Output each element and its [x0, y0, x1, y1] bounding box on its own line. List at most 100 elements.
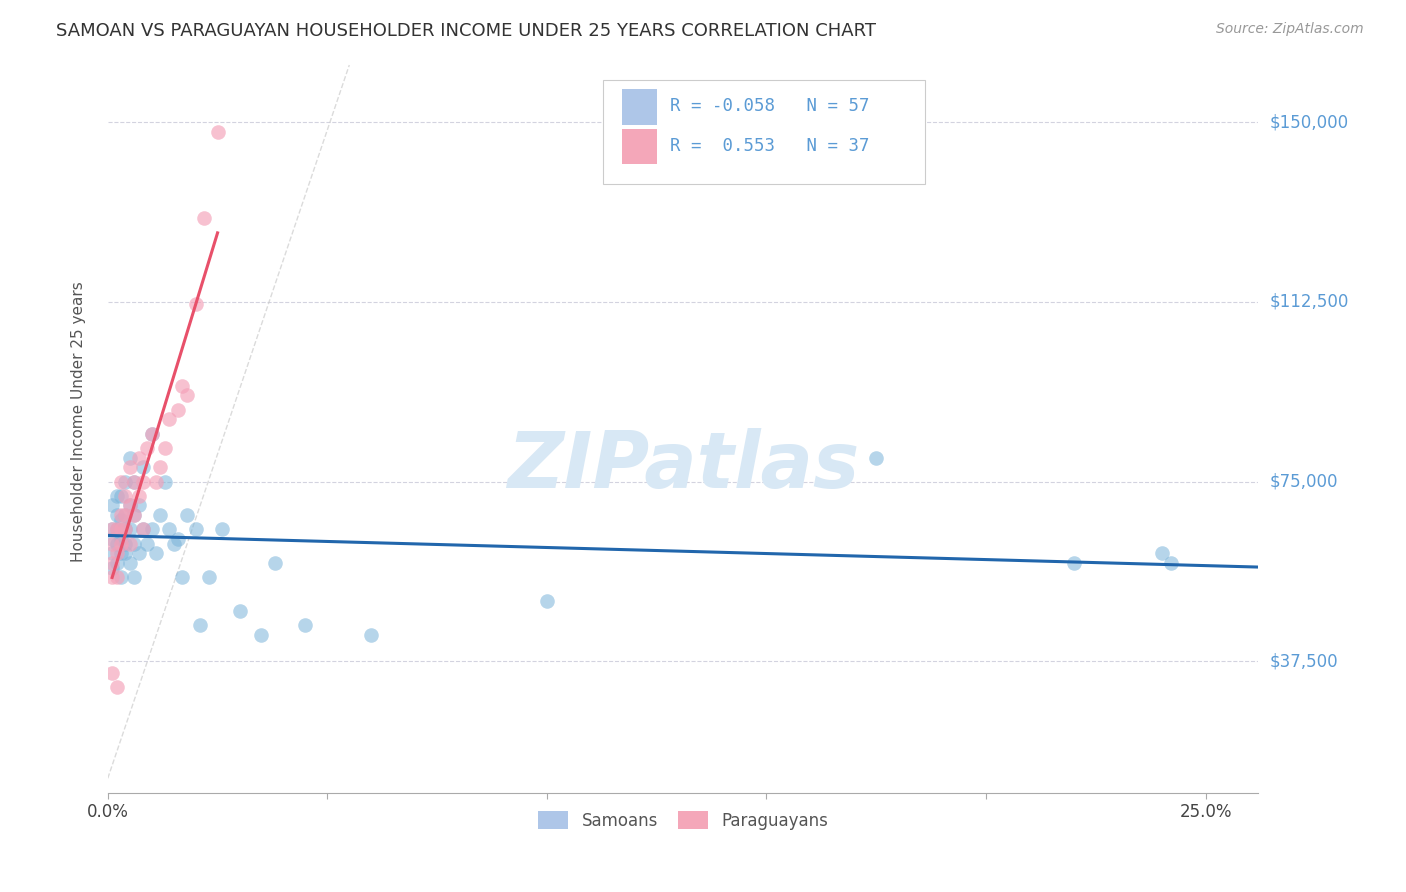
Point	[167, 532, 190, 546]
Point	[128, 489, 150, 503]
Point	[118, 450, 141, 465]
Point	[128, 546, 150, 560]
Point	[132, 475, 155, 489]
Point	[101, 532, 124, 546]
Point	[153, 441, 176, 455]
Point	[122, 508, 145, 522]
Point	[101, 537, 124, 551]
Point	[193, 211, 215, 226]
Point	[1150, 546, 1173, 560]
Point	[188, 618, 211, 632]
Point	[118, 556, 141, 570]
Text: R = -0.058   N = 57: R = -0.058 N = 57	[671, 97, 870, 115]
Point	[105, 537, 128, 551]
Point	[110, 522, 132, 536]
Point	[105, 681, 128, 695]
Point	[157, 412, 180, 426]
Point	[176, 388, 198, 402]
Point	[118, 537, 141, 551]
Point	[118, 460, 141, 475]
Point	[114, 546, 136, 560]
Text: SAMOAN VS PARAGUAYAN HOUSEHOLDER INCOME UNDER 25 YEARS CORRELATION CHART: SAMOAN VS PARAGUAYAN HOUSEHOLDER INCOME …	[56, 22, 876, 40]
Point	[145, 475, 167, 489]
Point	[132, 460, 155, 475]
Point	[1160, 556, 1182, 570]
Point	[128, 499, 150, 513]
Point	[114, 522, 136, 536]
Text: $150,000: $150,000	[1270, 113, 1348, 131]
Point	[162, 537, 184, 551]
Point	[172, 570, 194, 584]
Y-axis label: Householder Income Under 25 years: Householder Income Under 25 years	[72, 281, 86, 562]
Point	[101, 665, 124, 680]
Point	[250, 628, 273, 642]
Point	[110, 508, 132, 522]
Point	[536, 594, 558, 608]
Point	[865, 450, 887, 465]
Point	[211, 522, 233, 536]
Point	[360, 628, 382, 642]
Point	[149, 460, 172, 475]
Point	[118, 522, 141, 536]
Point	[114, 475, 136, 489]
Point	[114, 508, 136, 522]
FancyBboxPatch shape	[603, 80, 925, 185]
Point	[110, 513, 132, 527]
Text: $37,500: $37,500	[1270, 652, 1339, 670]
Text: R =  0.553   N = 37: R = 0.553 N = 37	[671, 137, 870, 155]
Point	[1063, 556, 1085, 570]
Point	[101, 499, 124, 513]
Point	[228, 604, 250, 618]
Point	[118, 499, 141, 513]
Point	[105, 522, 128, 536]
Point	[263, 556, 285, 570]
Point	[110, 489, 132, 503]
Point	[105, 556, 128, 570]
Point	[149, 508, 172, 522]
Point	[110, 532, 132, 546]
Point	[114, 522, 136, 536]
Point	[207, 125, 229, 139]
Point	[101, 556, 124, 570]
Point	[132, 522, 155, 536]
Bar	[621, 128, 657, 164]
Point	[184, 297, 207, 311]
Point	[141, 522, 163, 536]
Point	[105, 546, 128, 560]
Text: $112,500: $112,500	[1270, 293, 1348, 311]
Point	[153, 475, 176, 489]
Point	[114, 537, 136, 551]
Point	[145, 546, 167, 560]
Point	[110, 537, 132, 551]
Bar	[621, 89, 657, 125]
Point	[197, 570, 219, 584]
Point	[105, 508, 128, 522]
Point	[122, 537, 145, 551]
Point	[118, 499, 141, 513]
Point	[128, 450, 150, 465]
Point	[157, 522, 180, 536]
Point	[110, 475, 132, 489]
Point	[122, 475, 145, 489]
Point	[136, 537, 159, 551]
Point	[167, 402, 190, 417]
Point	[114, 508, 136, 522]
Point	[110, 546, 132, 560]
Point	[101, 570, 124, 584]
Point	[132, 522, 155, 536]
Point	[114, 489, 136, 503]
Point	[110, 570, 132, 584]
Point	[294, 618, 316, 632]
Point	[101, 522, 124, 536]
Point	[105, 570, 128, 584]
Text: ZIPatlas: ZIPatlas	[508, 428, 859, 504]
Point	[122, 570, 145, 584]
Point	[184, 522, 207, 536]
Point	[122, 508, 145, 522]
Text: Source: ZipAtlas.com: Source: ZipAtlas.com	[1216, 22, 1364, 37]
Legend: Samoans, Paraguayans: Samoans, Paraguayans	[531, 805, 835, 837]
Point	[101, 560, 124, 574]
Point	[101, 546, 124, 560]
Point	[105, 489, 128, 503]
Point	[101, 522, 124, 536]
